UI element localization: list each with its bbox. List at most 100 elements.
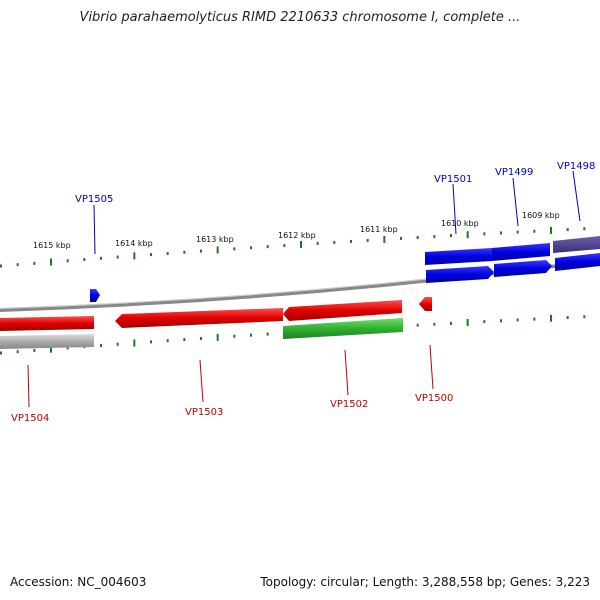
kbp-tick	[566, 316, 569, 320]
gene-vp1502[interactable]	[283, 300, 402, 321]
kbp-tick	[533, 317, 536, 321]
kbp-tick	[383, 235, 386, 243]
kbp-tick	[283, 244, 286, 248]
kbp-tick	[183, 250, 186, 254]
kbp-tick	[33, 348, 36, 352]
kbp-tick	[466, 318, 469, 326]
gene-vp1498-b[interactable]	[555, 253, 600, 271]
gene-vp1499[interactable]	[492, 243, 550, 261]
kbp-tick	[150, 253, 152, 257]
kbp-tick	[266, 245, 269, 249]
kbp-tick	[300, 241, 302, 248]
kbp-tick	[550, 314, 552, 322]
gene-vp1502-rna[interactable]	[283, 318, 403, 339]
kbp-tick	[16, 350, 19, 354]
kbp-tick	[66, 259, 69, 263]
leader-vp1498	[572, 170, 581, 222]
leader-vp1501	[452, 183, 457, 235]
kbp-tick	[416, 323, 419, 327]
kbp-tick	[200, 336, 202, 340]
label-vp1501[interactable]: VP1501	[434, 174, 472, 185]
kbp-tick	[50, 258, 52, 266]
kbp-tick	[483, 232, 486, 236]
kbp-tick	[583, 227, 586, 231]
label-vp1499[interactable]: VP1499	[495, 167, 533, 178]
label-vp1500[interactable]: VP1500	[415, 393, 453, 404]
kbp-tick	[16, 263, 19, 267]
gene-vp1504[interactable]	[0, 316, 94, 331]
leader-vp1502	[344, 349, 349, 396]
gene-vp1505[interactable]	[90, 289, 100, 302]
kbp-tick	[33, 261, 36, 265]
gene-vp1501[interactable]	[425, 248, 492, 265]
leader-vp1499	[512, 177, 519, 227]
kbp-tick	[433, 322, 436, 326]
kbp-tick	[500, 231, 502, 235]
kbp-tick	[433, 235, 436, 239]
kbp-label-1609: 1609 kbp	[522, 211, 560, 220]
kbp-tick	[0, 351, 2, 355]
kbp-tick	[0, 264, 2, 268]
kbp-tick	[366, 238, 369, 242]
kbp-label-1611: 1611 kbp	[360, 225, 398, 234]
label-vp1498[interactable]: VP1498	[557, 161, 595, 172]
leader-vp1503	[199, 359, 204, 403]
kbp-scale-top	[0, 226, 586, 268]
kbp-label-1612: 1612 kbp	[278, 231, 316, 240]
kbp-tick	[50, 345, 52, 353]
accession-label: Accession: NC_004603	[10, 575, 147, 589]
kbp-tick	[116, 342, 119, 346]
kbp-label-1613: 1613 kbp	[196, 235, 234, 244]
kbp-tick	[166, 251, 169, 255]
kbp-tick	[166, 339, 169, 343]
kbp-tick	[450, 234, 452, 238]
label-vp1504[interactable]: VP1504	[11, 413, 49, 424]
kbp-tick	[566, 228, 569, 232]
map-title: Vibrio parahaemolyticus RIMD 2210633 chr…	[79, 10, 521, 25]
leader-vp1504	[27, 364, 30, 408]
gene-vp1500[interactable]	[419, 297, 432, 311]
gene-vp1504-gray[interactable]	[0, 334, 94, 349]
kbp-tick	[116, 255, 119, 259]
kbp-tick	[333, 240, 336, 244]
kbp-tick	[500, 319, 502, 323]
kbp-tick	[250, 333, 252, 337]
kbp-label-1615: 1615 kbp	[33, 241, 71, 250]
kbp-tick	[583, 315, 586, 319]
kbp-tick	[450, 321, 452, 325]
kbp-tick	[233, 334, 236, 338]
kbp-tick	[550, 226, 552, 234]
kbp-tick	[83, 258, 86, 262]
gene-vp1501-b[interactable]	[426, 266, 494, 283]
kbp-tick	[216, 333, 219, 341]
kbp-tick	[100, 256, 102, 260]
kbp-tick	[66, 346, 69, 350]
kbp-label-1614: 1614 kbp	[115, 239, 153, 248]
label-vp1503[interactable]: VP1503	[185, 407, 223, 418]
kbp-tick	[183, 338, 186, 342]
kbp-tick	[516, 318, 519, 322]
kbp-tick	[100, 343, 102, 347]
kbp-tick	[516, 230, 519, 234]
kbp-tick	[416, 235, 419, 239]
kbp-tick	[316, 241, 319, 245]
genome-summary-label: Topology: circular; Length: 3,288,558 bp…	[260, 575, 590, 589]
kbp-tick	[466, 231, 469, 239]
kbp-tick	[266, 332, 269, 336]
gene-vp1499-b[interactable]	[494, 260, 552, 277]
label-vp1502[interactable]: VP1502	[330, 399, 368, 410]
kbp-tick	[216, 246, 219, 254]
kbp-tick	[133, 339, 136, 347]
kbp-tick	[350, 239, 352, 243]
kbp-tick	[150, 340, 152, 344]
leader-vp1505	[93, 204, 96, 255]
kbp-tick	[533, 229, 536, 233]
kbp-tick	[483, 320, 486, 324]
leader-vp1500	[429, 344, 434, 390]
kbp-tick	[250, 246, 252, 250]
gene-vp1498[interactable]	[553, 236, 600, 253]
label-vp1505[interactable]: VP1505	[75, 194, 113, 205]
kbp-tick	[133, 252, 136, 260]
gene-vp1503[interactable]	[115, 308, 283, 328]
